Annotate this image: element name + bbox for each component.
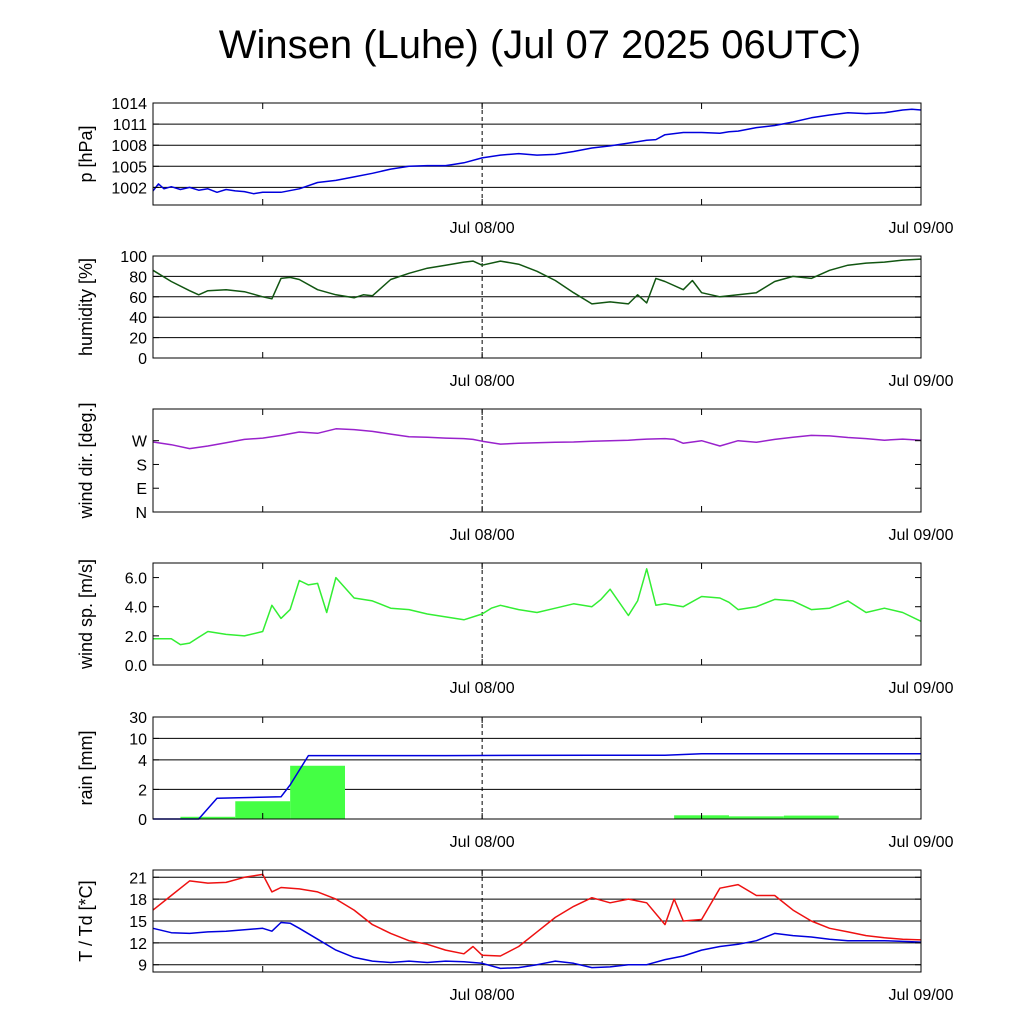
y-tick-label: E xyxy=(136,481,147,498)
y-tick-label: 20 xyxy=(129,331,147,348)
chart-title: Winsen (Luhe) (Jul 07 2025 06UTC) xyxy=(219,23,862,67)
x-tick-label: Jul 08/00 xyxy=(450,834,515,851)
x-tick-label: Jul 08/00 xyxy=(450,987,515,1004)
y-tick-label: 1002 xyxy=(111,180,147,197)
y-tick-label: 9 xyxy=(138,958,147,975)
y-tick-label: 18 xyxy=(129,892,147,909)
pressure-line xyxy=(152,108,922,195)
rain-bar xyxy=(180,816,236,819)
td-temperature-line xyxy=(152,921,922,970)
y-tick-label: S xyxy=(136,457,147,474)
y-tick-label: 2.0 xyxy=(125,629,147,646)
y-tick-label: 100 xyxy=(120,249,147,266)
y-tick-label: 2 xyxy=(138,782,147,799)
panel-frame xyxy=(152,408,922,513)
y-axis-label: wind sp. [m/s] xyxy=(76,559,96,670)
rain-bar xyxy=(290,765,345,819)
wind_speed-line xyxy=(153,568,922,646)
x-tick-label: Jul 08/00 xyxy=(450,220,515,237)
y-tick-label: 1011 xyxy=(113,117,148,134)
x-tick-label: Jul 08/00 xyxy=(450,680,515,697)
y-axis-label: rain [mm] xyxy=(76,730,96,805)
y-tick-label: 4 xyxy=(138,753,147,770)
t-temperature-line xyxy=(152,873,922,957)
wind_direction-line xyxy=(152,428,922,450)
x-tick-label: Jul 08/00 xyxy=(450,527,515,544)
x-tick-label: Jul 08/00 xyxy=(450,373,515,390)
panel-frame xyxy=(152,716,922,820)
rain-bar xyxy=(235,801,291,819)
y-tick-label: 4.0 xyxy=(125,600,147,617)
y-tick-label: 0 xyxy=(138,351,147,368)
y-tick-label: 0.0 xyxy=(125,658,147,675)
y-tick-label: 80 xyxy=(129,269,147,286)
rain-bar xyxy=(729,816,784,819)
y-axis-label: wind dir. [deg.] xyxy=(76,402,96,519)
rain-bar xyxy=(783,815,839,819)
x-tick-label: Jul 09/00 xyxy=(889,834,954,851)
y-tick-label: 1008 xyxy=(111,138,147,155)
panel-frame xyxy=(152,102,922,206)
y-axis-label: T / Td [*C] xyxy=(76,880,96,961)
y-tick-label: W xyxy=(132,434,148,451)
y-tick-label: 60 xyxy=(129,290,147,307)
y-tick-label: 1014 xyxy=(111,96,147,113)
panel-frame xyxy=(152,255,922,359)
y-axis-label: humidity [%] xyxy=(76,258,96,356)
x-tick-label: Jul 09/00 xyxy=(889,220,954,237)
humidity-line xyxy=(152,258,922,305)
y-tick-label: 6.0 xyxy=(125,571,147,588)
y-tick-label: 10 xyxy=(129,731,147,748)
y-tick-label: 40 xyxy=(129,310,147,327)
y-tick-label: 0 xyxy=(138,812,147,829)
accumulated-rain-line xyxy=(153,753,921,820)
y-axis-label: p [hPa] xyxy=(76,125,96,182)
x-tick-label: Jul 09/00 xyxy=(889,680,954,697)
y-tick-label: 15 xyxy=(129,914,147,931)
panel-frame xyxy=(152,562,922,666)
y-tick-label: 21 xyxy=(129,870,147,887)
x-tick-label: Jul 09/00 xyxy=(889,987,954,1004)
y-tick-label: N xyxy=(135,505,147,522)
x-tick-label: Jul 09/00 xyxy=(889,373,954,390)
y-tick-label: 12 xyxy=(129,936,147,953)
x-tick-label: Jul 09/00 xyxy=(889,527,954,544)
y-tick-label: 1005 xyxy=(111,159,147,176)
y-tick-label: 30 xyxy=(129,710,147,727)
